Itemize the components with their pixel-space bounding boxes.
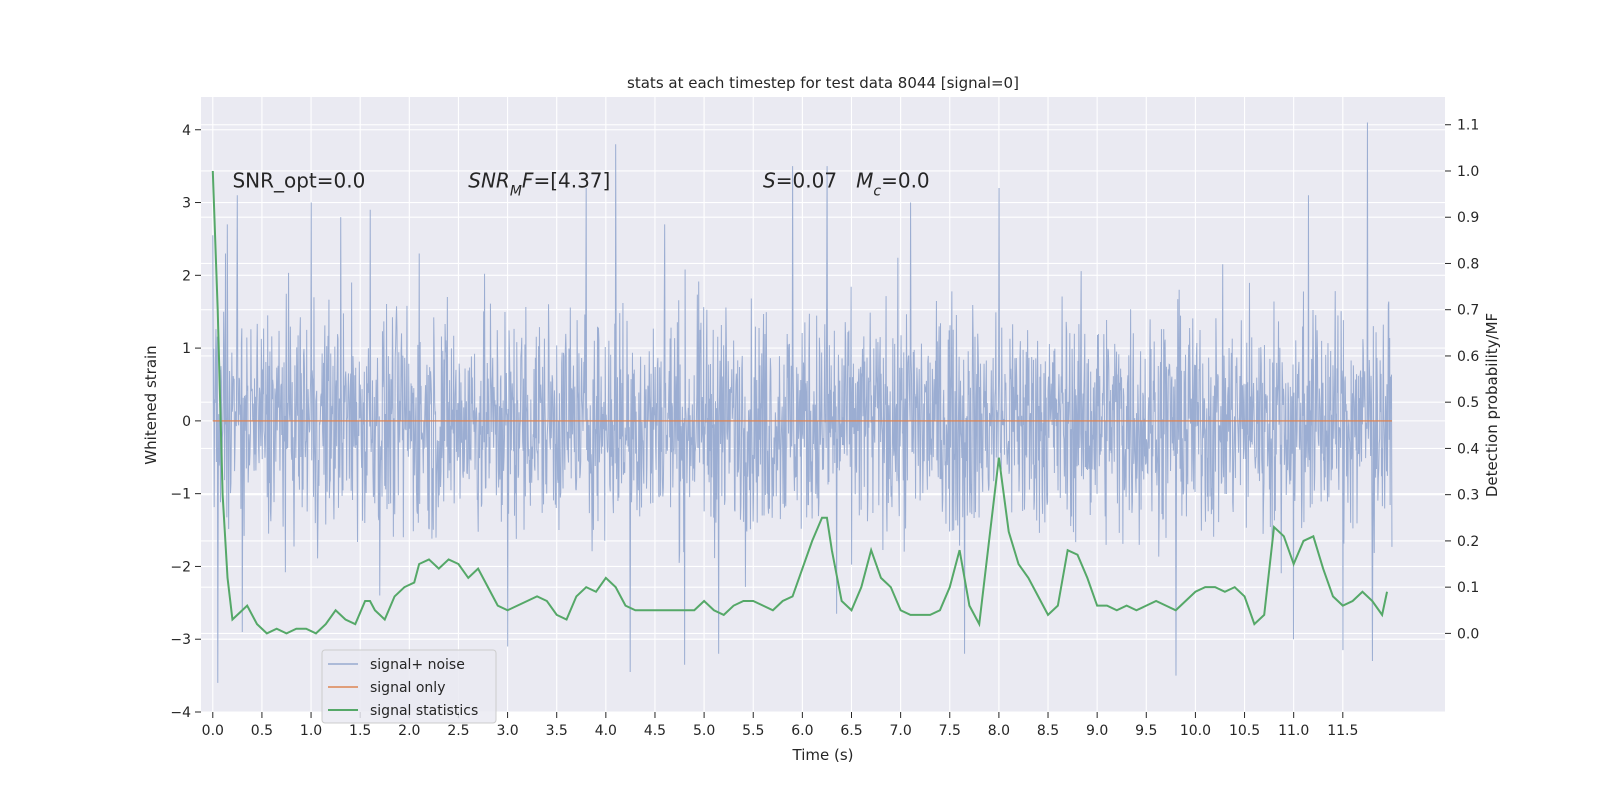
y-right-tick-label: 0.0 [1457,626,1479,642]
legend-label: signal only [370,680,445,696]
y-tick-label: 4 [182,123,191,139]
chart-title: stats at each timestep for test data 804… [627,74,1019,92]
y-tick-label: 3 [182,196,191,212]
annotations: SNR_opt=0.0 SNRMF=[4.37] S=0.07 Mc=0.0 [232,169,929,200]
annotation-stats: S=0.07 Mc=0.0 [763,169,930,200]
y-right-tick-label: 0.6 [1457,349,1479,365]
x-tick-label: 8.0 [988,723,1010,739]
signal-noise-series [212,122,1393,683]
x-tick-label: 1.0 [300,723,322,739]
x-tick-label: 0.0 [202,723,224,739]
y-tick-label: −4 [170,705,191,721]
legend-label: signal+ noise [370,657,465,673]
x-tick-label: 10.0 [1180,723,1211,739]
x-tick-label: 5.0 [693,723,715,739]
y-tick-label: −3 [170,632,191,648]
x-tick-label: 3.5 [546,723,568,739]
x-tick-label: 11.5 [1327,723,1358,739]
axes: 0.0 0.5 1.0 1.5 2.0 2.5 3.0 3.5 4.0 4.5 5.0 5.5 6.0 6… [170,118,1479,739]
y-tick-label: −1 [170,487,191,503]
y-tick-label: −2 [170,559,191,575]
y-axis-label: Whitened strain [142,345,160,464]
x-tick-label: 6.5 [840,723,862,739]
y-right-tick-label: 0.2 [1457,534,1479,550]
y-right-tick-label: 0.9 [1457,210,1479,226]
x-tick-label: 3.0 [496,723,518,739]
x-tick-label: 5.5 [742,723,764,739]
y-right-tick-label: 0.7 [1457,303,1479,319]
y-tick-label: 1 [182,341,191,357]
x-tick-label: 11.0 [1278,723,1309,739]
x-tick-label: 4.0 [595,723,617,739]
y-tick-label: 0 [182,414,191,430]
line-series [211,170,1392,635]
y-right-tick-label: 1.0 [1457,164,1479,180]
signal-noise-line [212,122,1393,683]
x-tick-label: 7.5 [939,723,961,739]
y-right-tick-label: 0.5 [1457,395,1479,411]
x-tick-label: 0.5 [251,723,273,739]
y-right-tick-label: 0.4 [1457,441,1479,457]
annotation-snr-mf: SNRMF=[4.37] [468,169,610,200]
x-tick-label: 1.5 [349,723,371,739]
x-axis-label: Time (s) [792,746,854,764]
x-tick-label: 10.5 [1229,723,1260,739]
y-right-tick-label: 0.1 [1457,580,1479,596]
legend: signal+ noise signal only signal statistic… [321,649,497,724]
annotation-snr-opt: SNR_opt=0.0 [232,169,365,193]
x-tick-label: 7.0 [889,723,911,739]
x-tick-label: 2.0 [398,723,420,739]
y-right-tick-label: 0.3 [1457,488,1479,504]
x-tick-label: 9.5 [1135,723,1157,739]
x-tick-label: 8.5 [1037,723,1059,739]
legend-label: signal statistics [370,703,478,719]
y-right-tick-label: 0.8 [1457,256,1479,272]
x-tick-label: 2.5 [447,723,469,739]
y-axis-right-label: Detection probability/MF [1483,313,1501,497]
signal-statistics-line [211,170,1389,635]
x-tick-label: 9.0 [1086,723,1108,739]
y-tick-label: 2 [182,268,191,284]
legend-box [321,649,497,724]
x-tick-label: 4.5 [644,723,666,739]
x-tick-label: 6.0 [791,723,813,739]
y-right-tick-label: 1.1 [1457,118,1479,134]
